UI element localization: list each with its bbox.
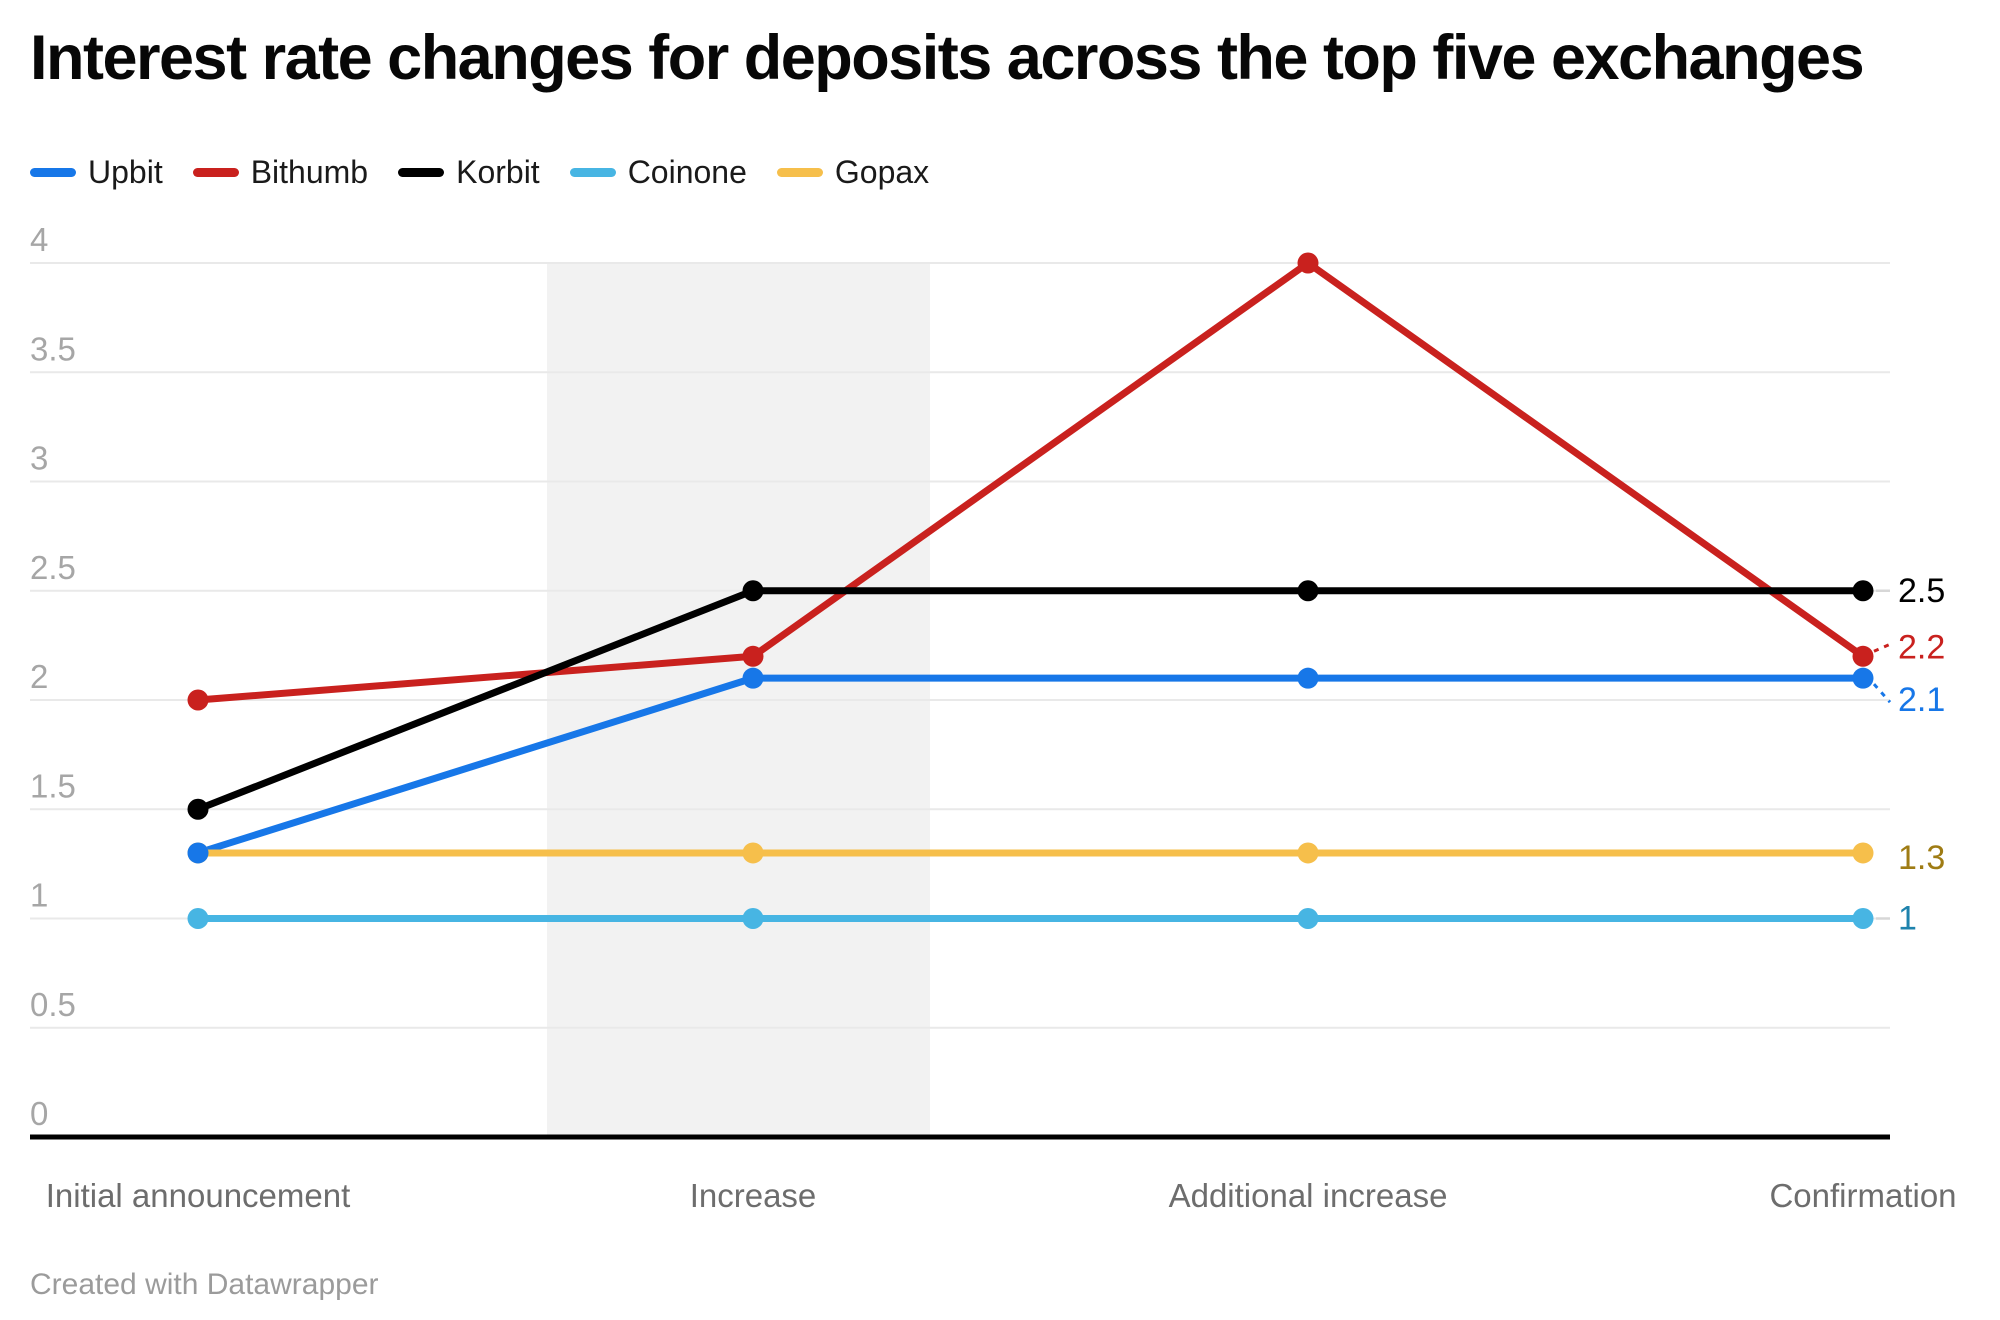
series-line-upbit [194, 674, 1867, 857]
legend-swatch-icon [398, 167, 445, 177]
value-label-coinone: 1 [1898, 900, 1917, 938]
legend-item-coinone: Coinone [569, 154, 747, 190]
data-point-upbit-2 [1297, 667, 1319, 689]
data-point-korbit-1 [742, 580, 764, 602]
series-line-bithumb [194, 259, 1867, 704]
x-axis-label: Initial announcement [46, 1177, 351, 1214]
series-line-korbit [194, 587, 1867, 813]
data-point-korbit-2 [1297, 580, 1319, 602]
legend-swatch-icon [30, 167, 76, 177]
y-tick-label: 3 [30, 440, 48, 477]
y-tick-label: 4 [30, 221, 48, 258]
data-point-coinone-1 [742, 908, 764, 929]
data-point-coinone-0 [187, 908, 209, 929]
x-axis-label: Increase [690, 1177, 817, 1214]
data-point-korbit-0 [187, 798, 209, 820]
y-tick-label: 3.5 [30, 330, 76, 367]
data-point-bithumb-0 [187, 689, 209, 711]
label-leader-dashed [1873, 642, 1891, 653]
y-tick-label: 2.5 [30, 549, 76, 586]
data-point-coinone-3 [1852, 908, 1874, 929]
y-tick-label: 1 [30, 877, 48, 914]
x-axis-label: Additional increase [1169, 1177, 1448, 1214]
label-leader-dashed [1872, 683, 1892, 704]
data-point-gopax-1 [742, 842, 764, 864]
data-point-gopax-2 [1297, 842, 1319, 864]
legend-label: Upbit [88, 154, 163, 190]
attribution: Created with Datawrapper [30, 1268, 379, 1302]
attribution-link[interactable]: Created with Datawrapper [30, 1268, 379, 1301]
legend-item-upbit: Upbit [30, 156, 163, 188]
y-tick-label: 1.5 [30, 767, 76, 804]
x-axis-label: Confirmation [1769, 1177, 1956, 1214]
data-point-gopax-3 [1852, 842, 1874, 864]
legend-swatch-icon [569, 167, 616, 177]
value-label-bithumb: 2.2 [1898, 628, 1945, 666]
y-tick-label: 0.5 [30, 986, 76, 1023]
data-point-upbit-1 [742, 667, 764, 689]
legend-swatch-icon [192, 167, 239, 177]
legend-label: Bithumb [250, 154, 369, 190]
legend-item-gopax: Gopax [776, 154, 930, 190]
data-point-bithumb-1 [742, 645, 764, 667]
y-tick-label: 0 [30, 1095, 48, 1132]
data-point-coinone-2 [1297, 908, 1319, 929]
value-label-korbit: 2.5 [1898, 572, 1945, 610]
value-label-gopax: 1.3 [1898, 839, 1945, 877]
legend-item-bithumb: Bithumb [192, 154, 369, 190]
data-point-upbit-0 [187, 842, 209, 864]
value-label-upbit: 2.1 [1898, 681, 1945, 719]
legend-label: Coinone [627, 154, 747, 190]
chart-title: Interest rate changes for deposits acros… [30, 23, 1865, 93]
data-point-bithumb-3 [1852, 645, 1874, 667]
legend-label: Gopax [834, 154, 930, 190]
legend-swatch-icon [776, 167, 823, 177]
data-point-bithumb-2 [1297, 252, 1319, 274]
data-point-upbit-3 [1852, 667, 1874, 689]
legend-item-korbit: Korbit [398, 156, 540, 188]
data-point-korbit-3 [1852, 580, 1874, 602]
legend-label: Korbit [456, 154, 540, 190]
y-tick-label: 2 [30, 658, 48, 695]
legend: Upbit Bithumb Korbit Coinone Gopax [30, 156, 959, 188]
